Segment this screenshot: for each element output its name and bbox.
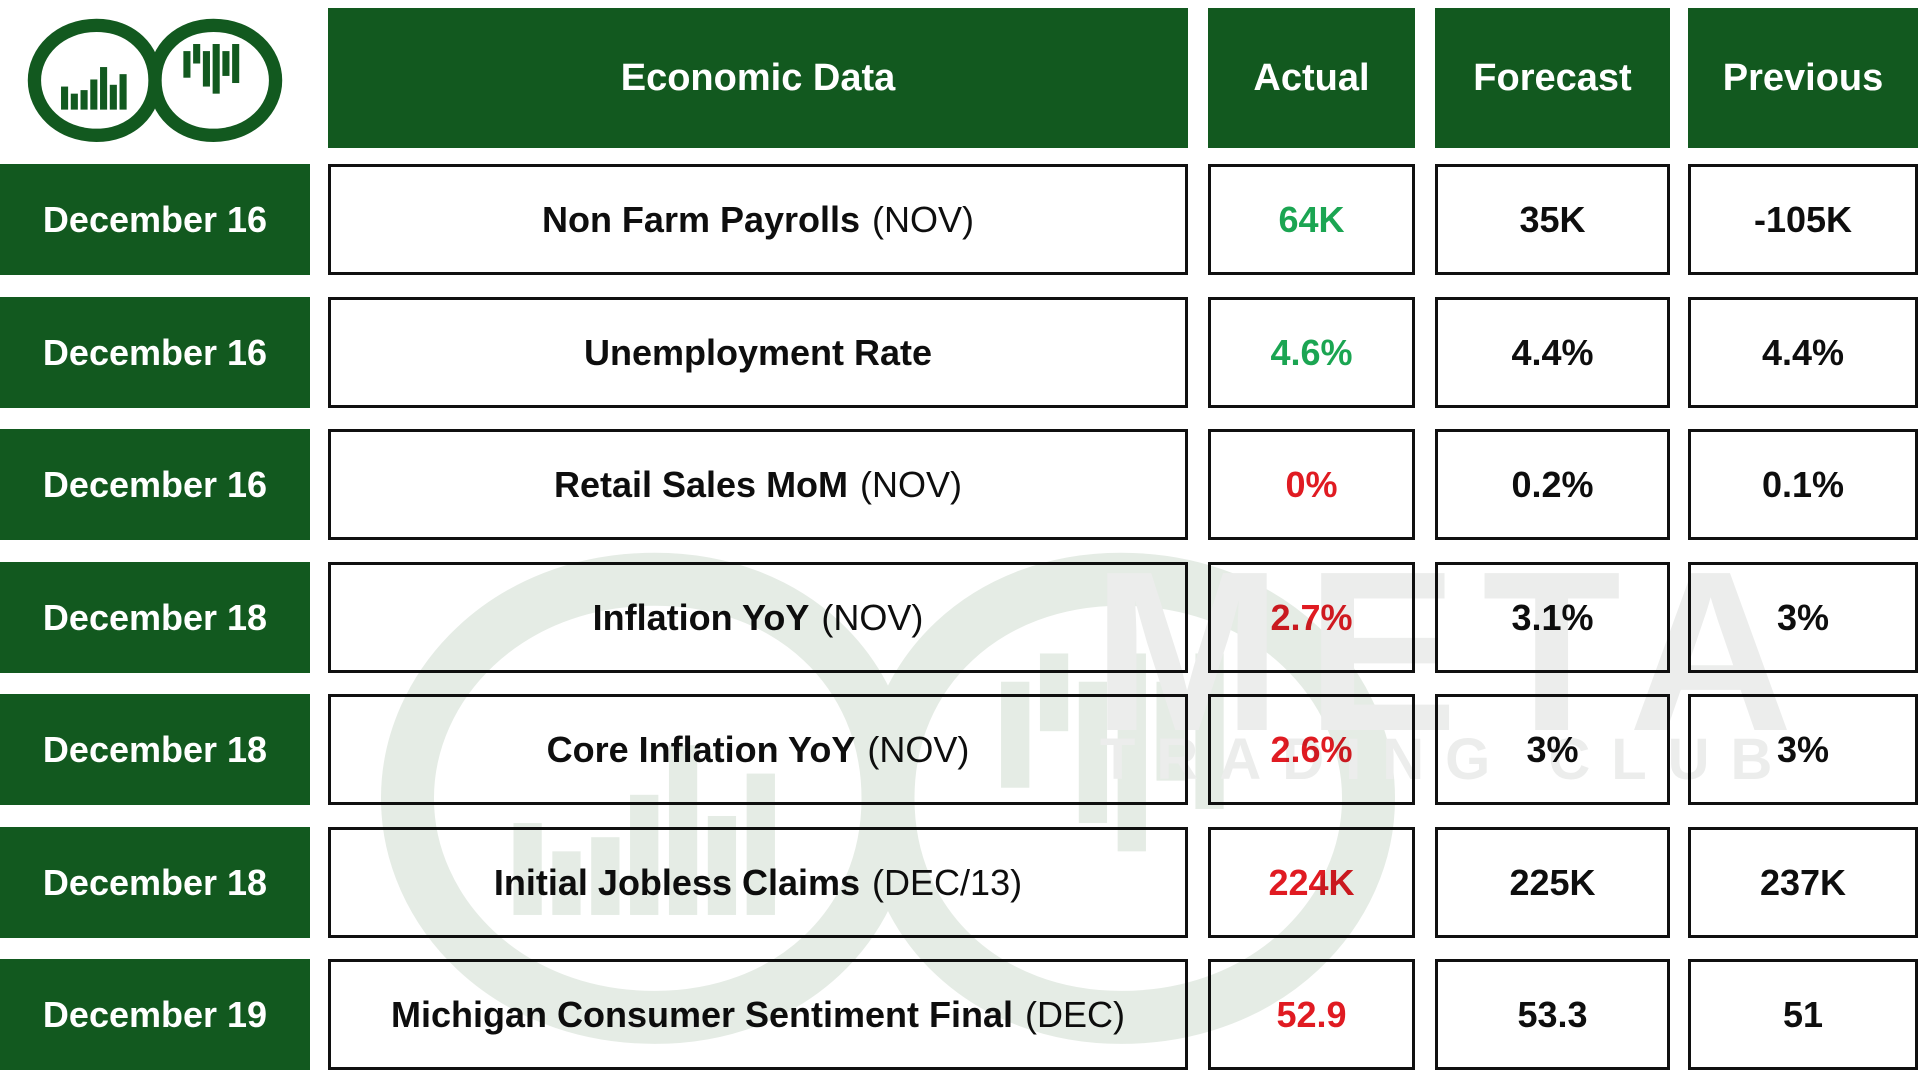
- actual-value: 4.6%: [1208, 297, 1415, 408]
- actual-value: 2.6%: [1208, 694, 1415, 805]
- forecast-value: 4.4%: [1435, 297, 1670, 408]
- indicator-title: Unemployment Rate: [583, 331, 933, 373]
- date-badge: December 18: [0, 562, 310, 673]
- date-badge: December 18: [0, 827, 310, 938]
- forecast-value: 225K: [1435, 827, 1670, 938]
- indicator-name: Unemployment Rate: [328, 297, 1188, 408]
- date-badge: December 16: [0, 429, 310, 540]
- header-forecast: Forecast: [1435, 8, 1670, 148]
- actual-value: 224K: [1208, 827, 1415, 938]
- actual-value: 0%: [1208, 429, 1415, 540]
- previous-value: 0.1%: [1688, 429, 1918, 540]
- previous-value: 3%: [1688, 694, 1918, 805]
- actual-value: 2.7%: [1208, 562, 1415, 673]
- date-badge: December 16: [0, 164, 310, 275]
- date-badge: December 16: [0, 297, 310, 408]
- forecast-value: 3%: [1435, 694, 1670, 805]
- indicator-period: (NOV): [821, 596, 924, 638]
- forecast-value: 53.3: [1435, 959, 1670, 1070]
- previous-value: 237K: [1688, 827, 1918, 938]
- forecast-value: 0.2%: [1435, 429, 1670, 540]
- indicator-name: Michigan Consumer Sentiment Final (DEC): [328, 959, 1188, 1070]
- brand-logo: [0, 0, 310, 160]
- indicator-name: Initial Jobless Claims (DEC/13): [328, 827, 1188, 938]
- date-badge: December 19: [0, 959, 310, 1070]
- header-economic-data: Economic Data: [328, 8, 1188, 148]
- indicator-period: (DEC/13): [872, 861, 1023, 903]
- header-previous: Previous: [1688, 8, 1918, 148]
- actual-value: 64K: [1208, 164, 1415, 275]
- indicator-title: Initial Jobless Claims: [493, 861, 861, 903]
- indicator-title: Michigan Consumer Sentiment Final: [390, 993, 1014, 1035]
- indicator-title: Inflation YoY: [592, 596, 810, 638]
- previous-value: 4.4%: [1688, 297, 1918, 408]
- header-actual: Actual: [1208, 8, 1415, 148]
- previous-value: -105K: [1688, 164, 1918, 275]
- indicator-title: Retail Sales MoM: [553, 463, 849, 505]
- actual-value: 52.9: [1208, 959, 1415, 1070]
- previous-value: 51: [1688, 959, 1918, 1070]
- indicator-period: (NOV): [872, 198, 975, 240]
- indicator-title: Non Farm Payrolls: [541, 198, 861, 240]
- indicator-name: Retail Sales MoM (NOV): [328, 429, 1188, 540]
- date-badge: December 18: [0, 694, 310, 805]
- forecast-value: 35K: [1435, 164, 1670, 275]
- indicator-name: Non Farm Payrolls (NOV): [328, 164, 1188, 275]
- indicator-period: (NOV): [867, 728, 970, 770]
- indicator-period: (NOV): [860, 463, 963, 505]
- infinity-barchart-logo-icon: [22, 5, 288, 156]
- forecast-value: 3.1%: [1435, 562, 1670, 673]
- indicator-title: Core Inflation YoY: [546, 728, 856, 770]
- previous-value: 3%: [1688, 562, 1918, 673]
- indicator-period: (DEC): [1025, 993, 1126, 1035]
- indicator-name: Core Inflation YoY (NOV): [328, 694, 1188, 805]
- indicator-name: Inflation YoY (NOV): [328, 562, 1188, 673]
